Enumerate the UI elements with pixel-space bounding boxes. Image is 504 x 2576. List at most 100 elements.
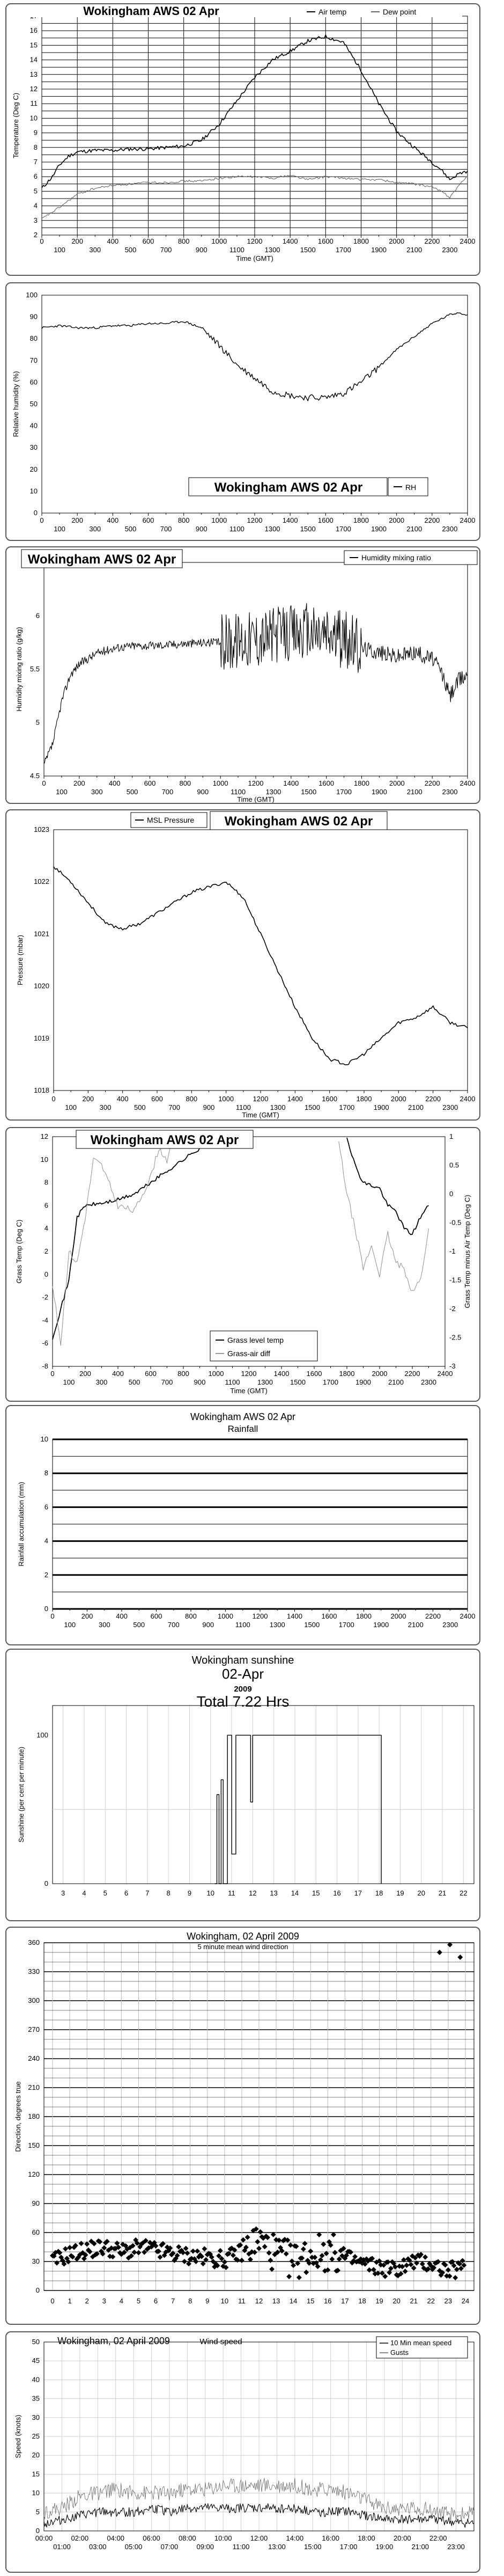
x-tick-label: 6 xyxy=(154,2297,158,2305)
x-tick-label: 2300 xyxy=(442,788,458,796)
y2-tick-label: 0 xyxy=(449,1190,453,1198)
chart-total: Total 7.22 Hrs xyxy=(197,1693,290,1710)
x-tick-label: 1900 xyxy=(371,246,387,254)
mixing-ratio-chart-panel: 4.555.566.502004006008001000120014001600… xyxy=(5,546,480,804)
x-tick-label: 700 xyxy=(168,1621,180,1629)
y-tick-label: 6 xyxy=(34,172,38,180)
data-point xyxy=(54,2260,60,2266)
y-tick-label: 3 xyxy=(34,216,38,224)
data-point xyxy=(331,2231,336,2237)
x-tick-label: 800 xyxy=(178,237,190,245)
x-tick-label: 17:00 xyxy=(340,2543,358,2551)
x-tick-label: 1800 xyxy=(353,516,369,524)
x-tick-label: 1900 xyxy=(373,1621,389,1629)
y-tick-label: 1019 xyxy=(34,1034,49,1042)
x-tick-label: 2100 xyxy=(408,1621,424,1629)
y-tick-label: 8 xyxy=(45,1179,48,1187)
data-point xyxy=(369,2256,375,2262)
data-point xyxy=(308,2248,314,2254)
x-tick-label: 5 xyxy=(103,1889,107,1897)
y-tick-label: 0 xyxy=(45,1270,48,1278)
data-point xyxy=(67,2245,73,2250)
x-tick-label: 600 xyxy=(143,237,154,245)
y2-tick-label: -1 xyxy=(449,1247,456,1255)
data-point xyxy=(239,2257,244,2263)
x-tick-label: 1100 xyxy=(236,1103,251,1111)
data-point xyxy=(289,2258,295,2264)
x-tick-label: 700 xyxy=(162,788,174,796)
x-tick-label: 100 xyxy=(54,246,65,254)
y2-tick-label: -0.5 xyxy=(449,1219,461,1227)
x-tick-label: 1800 xyxy=(356,1612,372,1620)
y-tick-label: 60 xyxy=(30,378,38,386)
y-tick-label: 5 xyxy=(34,187,38,195)
data-point xyxy=(348,2249,354,2255)
x-tick-label: 1800 xyxy=(357,1095,372,1103)
legend-label: 10 Min mean speed xyxy=(390,2339,451,2347)
data-point xyxy=(255,2239,261,2245)
x-tick-label: 9 xyxy=(188,1889,191,1897)
data-point xyxy=(419,2261,425,2267)
x-tick-label: 1300 xyxy=(257,1378,273,1386)
y-tick-label: 4 xyxy=(34,202,38,210)
mixing-ratio-chart: 4.555.566.502004006008001000120014001600… xyxy=(15,549,478,803)
chart-title: Wokingham AWS 02 Apr xyxy=(83,4,219,18)
data-point xyxy=(287,2242,293,2248)
y-axis-label: Speed (knots) xyxy=(14,2415,22,2458)
data-point xyxy=(183,2245,189,2251)
legend-box xyxy=(344,550,478,565)
x-tick-label: 2200 xyxy=(425,779,440,787)
x-tick-label: 500 xyxy=(125,246,137,254)
y-tick-label: 0 xyxy=(45,1605,48,1613)
x-tick-label: 0 xyxy=(50,2297,54,2305)
y-tick-label: 70 xyxy=(30,356,38,364)
x-tick-label: 1400 xyxy=(274,1370,290,1378)
x-tick-label: 1500 xyxy=(300,246,316,254)
y-tick-label: 40 xyxy=(30,422,38,430)
x-tick-label: 2200 xyxy=(424,516,440,524)
rainfall-chart-panel: 0 2 4 6 8 10 0 200 400 600 800 1000 1200 1400 1600 1800… xyxy=(5,1405,480,1645)
chart-subtitle: 02-Apr xyxy=(222,1666,264,1682)
data-point xyxy=(328,2242,333,2248)
series-line-grass-temp xyxy=(346,1137,429,1235)
x-tick-label: 1200 xyxy=(253,1612,268,1620)
plot-frame xyxy=(53,829,468,1091)
x-tick-label: 16 xyxy=(333,1889,340,1897)
x-tick-label: 7 xyxy=(171,2297,175,2305)
y-tick-label: 10 xyxy=(32,2489,40,2497)
x-tick-label: 23 xyxy=(444,2297,452,2305)
y-tick-label: 120 xyxy=(28,2170,40,2178)
x-axis-label: Time (GMT) xyxy=(237,795,275,803)
y-axis-label: Rainfall accumulation (mm) xyxy=(17,1482,25,1567)
x-tick-label: 900 xyxy=(194,1378,206,1386)
data-point xyxy=(262,2244,268,2250)
y-tick-label: 10 xyxy=(30,114,38,122)
temperature-chart-panel: 2345678910111213141516170200400600800100… xyxy=(5,3,480,276)
x-tick-label: 2100 xyxy=(407,788,423,796)
series-line-grass-temp xyxy=(52,1136,217,1340)
title-box xyxy=(210,811,388,830)
data-point xyxy=(286,2274,292,2279)
x-tick-label: 06:00 xyxy=(143,2534,160,2542)
x-tick-label: 900 xyxy=(196,246,207,254)
x-tick-label: 2400 xyxy=(460,779,476,787)
x-tick-label: 1100 xyxy=(229,525,244,533)
x-tick-label: 400 xyxy=(116,1612,128,1620)
y-tick-label: 50 xyxy=(32,2338,40,2346)
chart-title: Wokingham, 02 April 2009 xyxy=(187,1931,299,1942)
x-tick-label: 1000 xyxy=(218,1095,234,1103)
x-tick-label: 12 xyxy=(249,1889,256,1897)
x-tick-label: 800 xyxy=(179,779,191,787)
y-tick-label: 6 xyxy=(36,612,40,620)
wind-speed-chart: 0 5 10 15 20 25 30 35 40 45 50 00:00 02:00 04:00 06:00… xyxy=(14,2336,475,2551)
x-tick-label: 0 xyxy=(42,779,46,787)
y-tick-label: 60 xyxy=(32,2228,40,2236)
x-tick-label: 1800 xyxy=(354,779,369,787)
x-tick-label: 2000 xyxy=(389,237,404,245)
y-tick-label: 180 xyxy=(28,2112,40,2120)
title-box xyxy=(76,1130,254,1149)
x-tick-label: 200 xyxy=(71,237,83,245)
x-tick-label: 18 xyxy=(375,1889,383,1897)
data-point xyxy=(216,2253,222,2259)
